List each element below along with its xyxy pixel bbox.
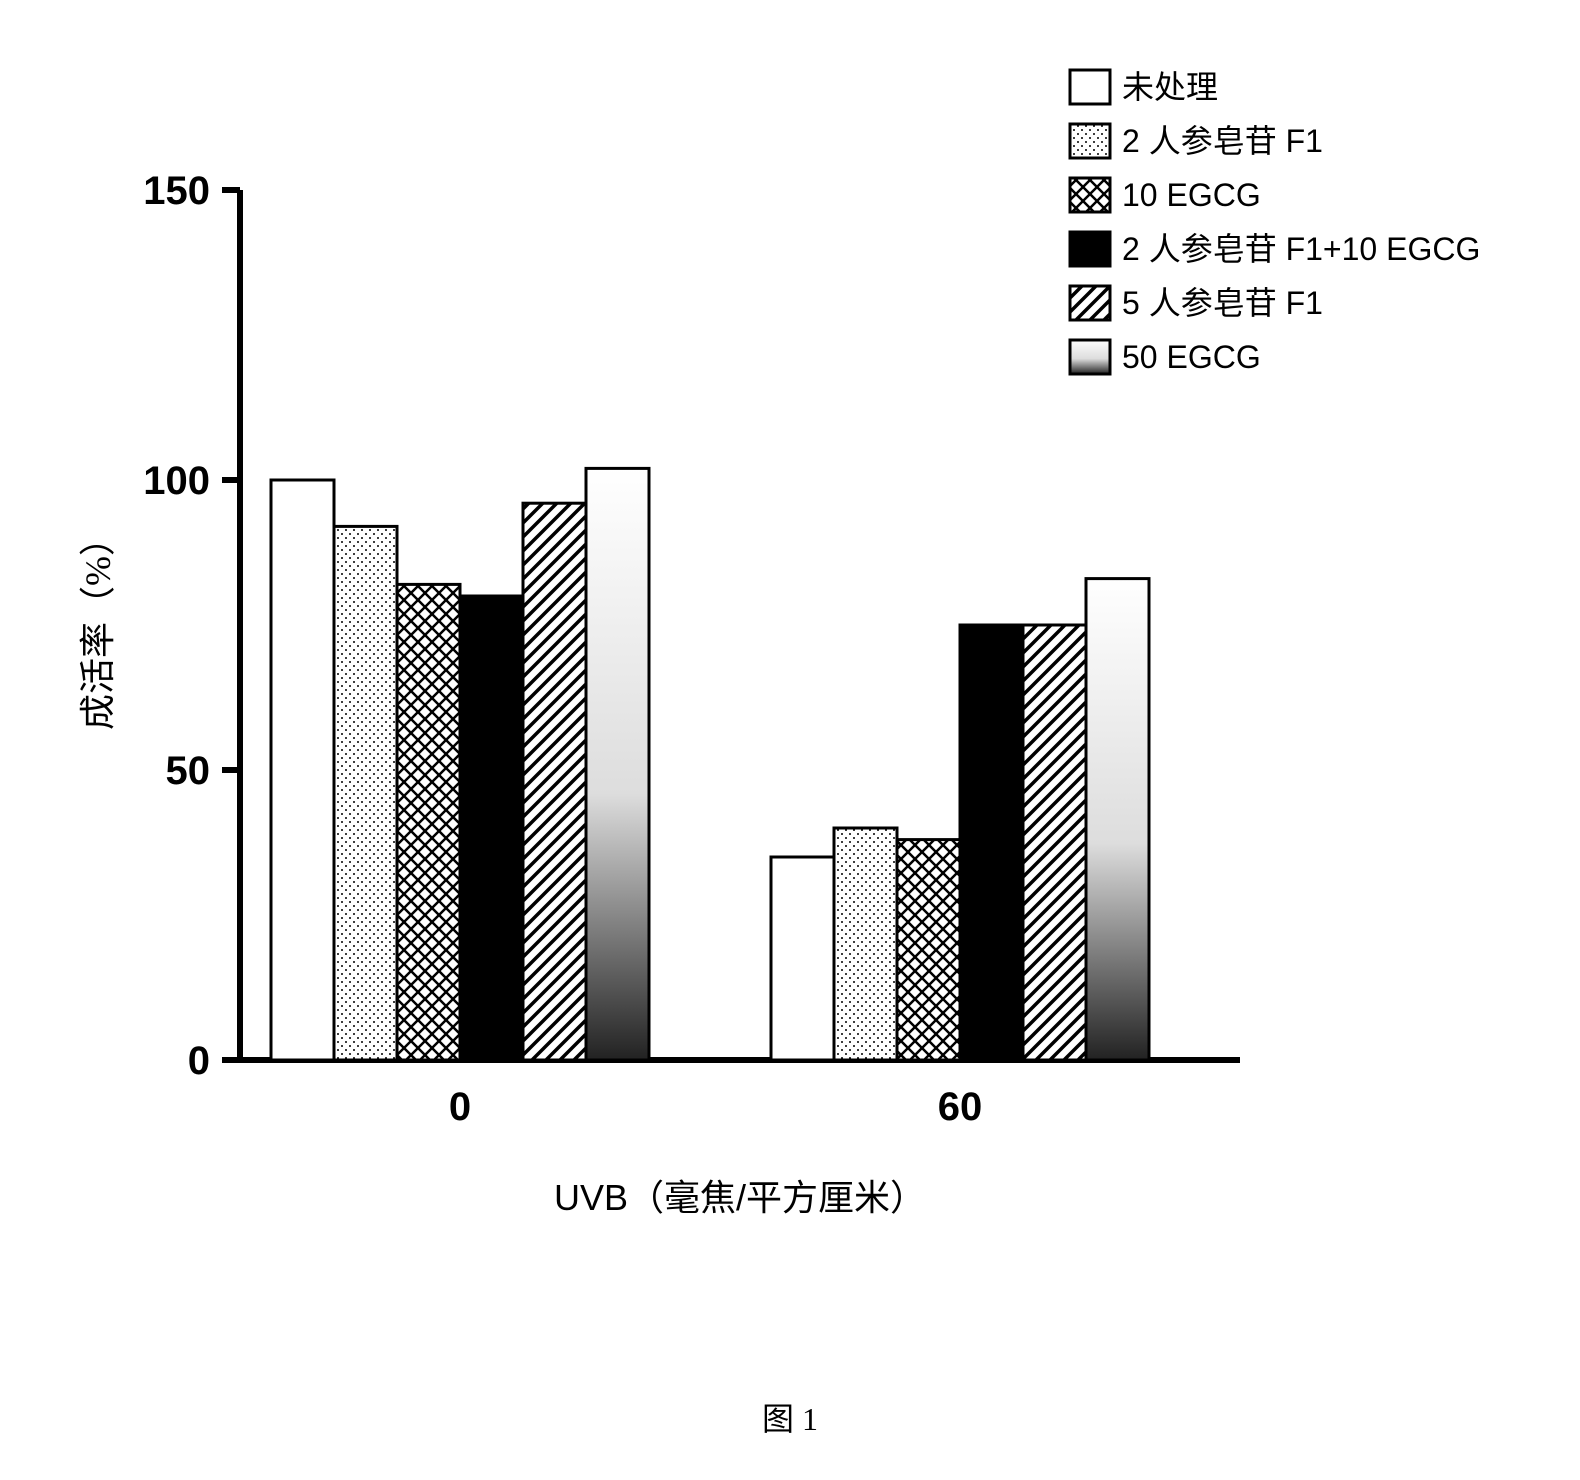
svg-text:0: 0 [188,1039,210,1083]
bar-chart: 0 50 100 150 成活率（%） UVB（毫焦/平方厘米） 0 60 未处理 2 人参皂苷 … [40,40,1540,1340]
svg-text:0: 0 [449,1085,471,1129]
svg-text:50 EGCG: 50 EGCG [1122,339,1261,375]
svg-text:2 人参皂苷 F1: 2 人参皂苷 F1 [1122,123,1323,159]
svg-text:50: 50 [166,749,211,793]
svg-text:未处理: 未处理 [1122,69,1218,105]
svg-text:UVB（毫焦/平方厘米）: UVB（毫焦/平方厘米） [554,1177,926,1218]
svg-text:150: 150 [143,169,210,213]
svg-text:10 EGCG: 10 EGCG [1122,177,1261,213]
svg-text:100: 100 [143,459,210,503]
svg-text:60: 60 [938,1085,983,1129]
svg-text:成活率（%）: 成活率（%） [78,520,118,730]
chart-container: 0 50 100 150 成活率（%） UVB（毫焦/平方厘米） 0 60 未处理 2 人参皂苷 … [40,40,1540,1440]
figure-label: 图 1 [762,1394,818,1440]
svg-text:2 人参皂苷 F1+10 EGCG: 2 人参皂苷 F1+10 EGCG [1122,231,1480,267]
svg-text:5 人参皂苷 F1: 5 人参皂苷 F1 [1122,285,1323,321]
